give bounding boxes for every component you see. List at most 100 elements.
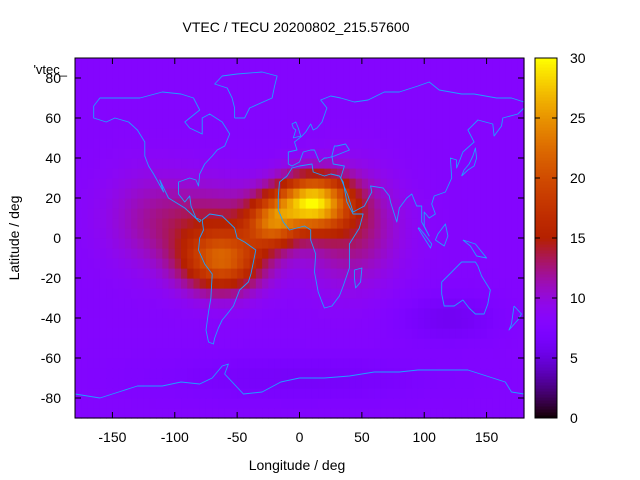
heat-cell bbox=[380, 358, 388, 369]
heat-cell bbox=[168, 118, 176, 129]
colorbar-tick-label: 10 bbox=[570, 290, 586, 306]
heat-cell bbox=[318, 398, 326, 409]
heat-cell bbox=[436, 268, 444, 279]
heat-cell bbox=[318, 378, 326, 389]
heat-cell bbox=[293, 68, 301, 79]
heat-cell bbox=[449, 248, 457, 259]
heat-cell bbox=[299, 398, 307, 409]
heat-cell bbox=[436, 218, 444, 229]
heat-cell bbox=[417, 368, 425, 379]
heat-cell bbox=[461, 258, 469, 269]
heat-cell bbox=[124, 348, 132, 359]
heat-cell bbox=[93, 118, 101, 129]
heat-cell bbox=[268, 218, 276, 229]
heat-cell bbox=[424, 68, 432, 79]
heat-cell bbox=[237, 288, 244, 299]
heat-cell bbox=[411, 268, 419, 279]
heat-cell bbox=[81, 238, 89, 249]
heat-cell bbox=[137, 298, 145, 309]
heat-cell bbox=[455, 58, 463, 69]
heat-cell bbox=[424, 178, 432, 189]
heat-cell bbox=[436, 148, 444, 159]
heat-cell bbox=[112, 288, 120, 299]
heat-cell bbox=[106, 98, 114, 109]
heat-cell bbox=[355, 198, 363, 209]
colorbar-swatch bbox=[535, 109, 557, 113]
heat-cell bbox=[168, 268, 176, 279]
heat-cell bbox=[199, 408, 207, 419]
heat-cell bbox=[81, 208, 89, 219]
heat-cell bbox=[318, 88, 326, 99]
heat-cell bbox=[449, 118, 457, 129]
heat-cell bbox=[511, 358, 519, 369]
heat-cell bbox=[449, 158, 457, 169]
heat-cell bbox=[324, 128, 332, 139]
heat-cell bbox=[199, 358, 207, 369]
heat-cell bbox=[193, 218, 201, 229]
heat-cell bbox=[237, 298, 244, 309]
heat-cell bbox=[268, 288, 276, 299]
heat-cell bbox=[156, 178, 163, 189]
heat-cell bbox=[249, 208, 257, 219]
heat-cell bbox=[411, 188, 419, 199]
heat-cell bbox=[449, 148, 457, 159]
heat-cell bbox=[486, 68, 494, 79]
heat-cell bbox=[318, 248, 326, 259]
heat-cell bbox=[318, 238, 326, 249]
heat-cell bbox=[492, 378, 500, 389]
heat-cell bbox=[262, 238, 269, 249]
heat-cell bbox=[218, 188, 226, 199]
heat-cell bbox=[106, 228, 114, 239]
y-axis-label: Latitude / deg bbox=[6, 196, 22, 281]
heat-cell bbox=[199, 158, 207, 169]
heat-cell bbox=[156, 248, 163, 259]
heat-cell bbox=[299, 198, 307, 209]
heat-cell bbox=[368, 378, 375, 389]
heat-cell bbox=[336, 188, 344, 199]
heat-cell bbox=[174, 318, 182, 329]
heat-cell bbox=[230, 288, 238, 299]
heat-cell bbox=[93, 88, 101, 99]
heat-cell bbox=[143, 218, 151, 229]
heat-cell bbox=[318, 348, 326, 359]
heat-cell bbox=[511, 218, 519, 229]
heat-cell bbox=[205, 118, 213, 129]
heat-cell bbox=[505, 98, 513, 109]
heat-cell bbox=[486, 268, 494, 279]
heat-cell bbox=[492, 178, 500, 189]
heat-cell bbox=[268, 58, 276, 69]
heat-cell bbox=[205, 58, 213, 69]
heat-cell bbox=[480, 328, 488, 339]
heat-cell bbox=[187, 408, 195, 419]
heat-cell bbox=[511, 98, 519, 109]
heat-cell bbox=[455, 348, 463, 359]
heat-cell bbox=[411, 348, 419, 359]
heat-cell bbox=[193, 308, 201, 319]
heat-cell bbox=[143, 318, 151, 329]
heat-cell bbox=[486, 228, 494, 239]
heat-cell bbox=[81, 358, 89, 369]
heat-cell bbox=[224, 388, 232, 399]
heat-cell bbox=[106, 408, 114, 419]
colorbar-swatch bbox=[535, 106, 557, 110]
heat-cell bbox=[112, 68, 120, 79]
heat-cell bbox=[137, 258, 145, 269]
heat-cell bbox=[405, 388, 413, 399]
heat-cell bbox=[492, 208, 500, 219]
heat-cell bbox=[486, 378, 494, 389]
heat-cell bbox=[99, 268, 107, 279]
heat-cell bbox=[436, 288, 444, 299]
heat-cell bbox=[205, 178, 213, 189]
heat-cell bbox=[480, 368, 488, 379]
heat-cell bbox=[187, 218, 195, 229]
heat-cell bbox=[224, 138, 232, 149]
x-tick-label: 150 bbox=[475, 429, 499, 445]
heat-cell bbox=[181, 238, 188, 249]
heat-cell bbox=[505, 348, 513, 359]
heat-cell bbox=[424, 288, 432, 299]
heat-cell bbox=[143, 188, 151, 199]
heat-cell bbox=[324, 168, 332, 179]
heat-cell bbox=[131, 358, 138, 369]
heat-cell bbox=[174, 298, 182, 309]
heat-cell bbox=[75, 318, 82, 329]
